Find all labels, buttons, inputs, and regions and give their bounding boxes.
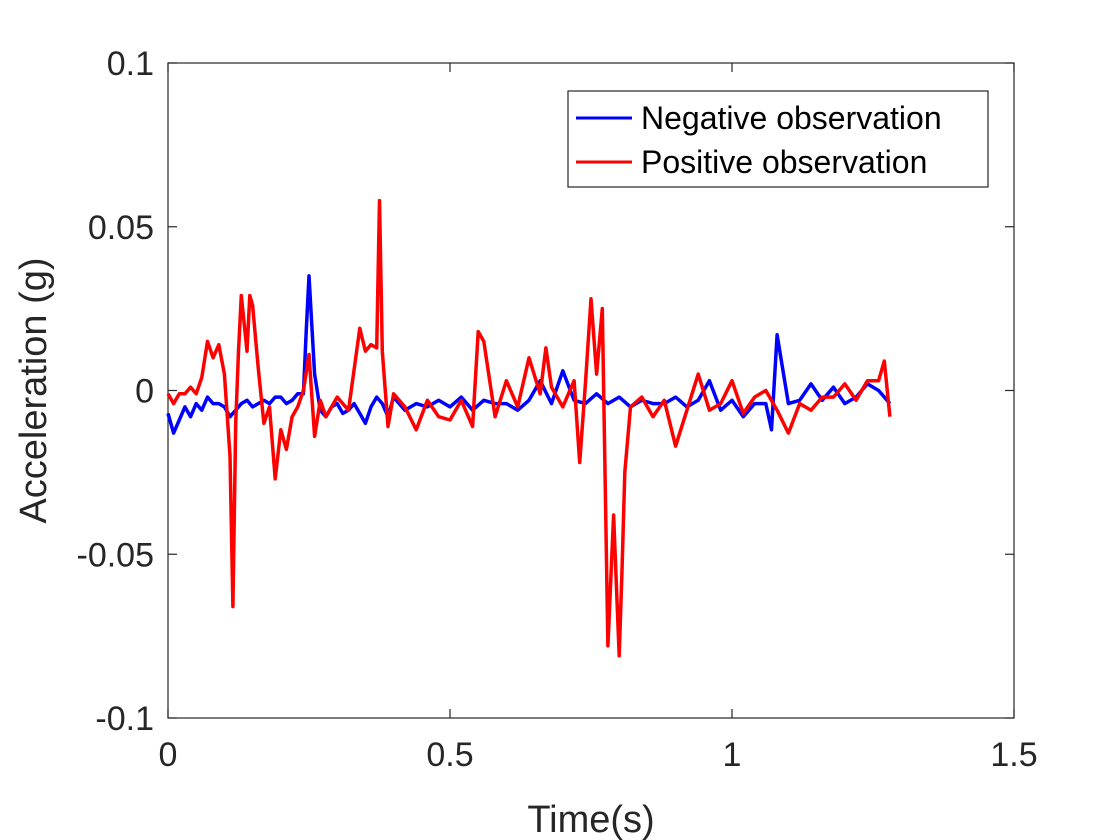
y-tick-label: 0 [135, 373, 154, 411]
x-tick-label: 1 [723, 736, 742, 774]
y-tick-label: -0.05 [77, 536, 155, 574]
legend-entry-negative: Negative observation [641, 100, 942, 136]
x-tick-label: 0 [159, 736, 178, 774]
y-tick-label: -0.1 [95, 700, 154, 738]
y-tick-label: 0.05 [88, 209, 154, 247]
x-tick-label: 1.5 [990, 736, 1037, 774]
y-tick-label: 0.1 [107, 45, 154, 83]
series-layer [166, 198, 892, 658]
legend-entry-positive: Positive observation [641, 144, 927, 180]
x-tick-label: 0.5 [426, 736, 473, 774]
legend-box [567, 90, 989, 188]
x-axis-label: Time(s) [527, 799, 654, 840]
series-line-positive [166, 198, 892, 658]
legend: Negative observation Positive observatio… [567, 90, 989, 188]
ticks-layer: 0 0.5 1 1.5 -0.1 -0.05 0 0.05 0.1 [77, 45, 1038, 774]
y-axis-label: Acceleration (g) [13, 257, 55, 523]
series-line-negative [166, 274, 892, 435]
